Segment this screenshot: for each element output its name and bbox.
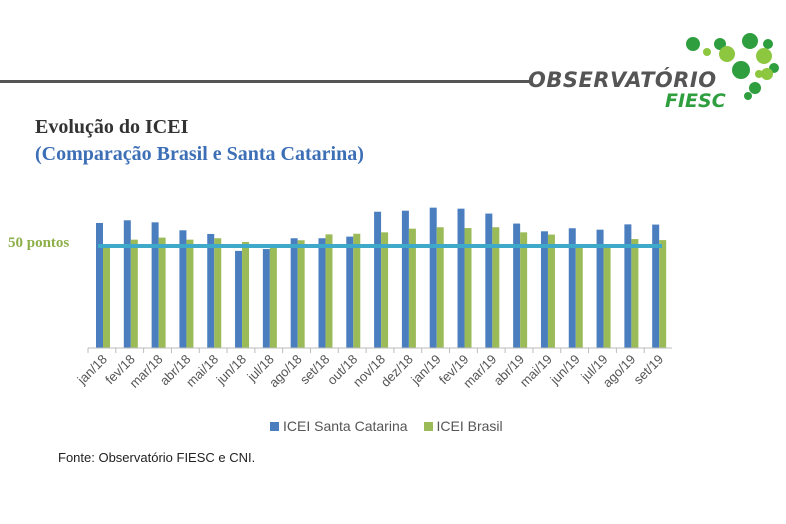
x-tick-label: set/18: [297, 352, 333, 388]
x-tick-label: jun/19: [546, 352, 582, 388]
bar-sc: [290, 238, 298, 348]
bar-brasil: [103, 247, 110, 348]
bar-sc: [318, 238, 326, 348]
bar-brasil: [214, 238, 222, 348]
bar-brasil: [186, 239, 194, 348]
bar-brasil: [158, 237, 166, 348]
bar-sc: [123, 220, 131, 348]
bar-brasil: [408, 228, 416, 348]
bar-sc: [568, 228, 576, 348]
bar-brasil: [575, 247, 583, 348]
reference-line-label: 50 pontos: [8, 235, 70, 251]
bar-sc: [235, 250, 243, 348]
page-subtitle: (Comparação Brasil e Santa Catarina): [35, 143, 364, 165]
bar-brasil: [464, 228, 472, 348]
bar-sc: [346, 236, 354, 348]
bar-sc: [179, 230, 187, 348]
logo-subtext: FIESC: [665, 90, 726, 112]
x-tick-label: jun/18: [213, 352, 249, 388]
bar-sc: [429, 207, 437, 348]
bar-sc: [401, 210, 409, 348]
bar-brasil: [492, 227, 500, 348]
legend-swatch: [423, 422, 433, 431]
source-note: Fonte: Observatório FIESC e CNI.: [58, 450, 256, 465]
bar-sc: [207, 233, 215, 348]
logo-text: OBSERVATÓRIO: [528, 68, 717, 92]
legend: ICEI Santa Catarina ICEI Brasil: [270, 418, 503, 434]
header-rule: [0, 80, 530, 83]
bar-sc: [151, 222, 159, 348]
bar-sc: [96, 222, 103, 348]
bar-sc: [374, 211, 382, 348]
legend-label: ICEI Santa Catarina: [283, 418, 408, 434]
legend-item-sc: ICEI Santa Catarina: [270, 418, 408, 434]
bar-brasil: [130, 239, 138, 348]
x-tick-label: set/19: [631, 352, 667, 388]
bar-brasil: [436, 227, 444, 348]
bar-brasil: [659, 240, 667, 348]
legend-swatch: [270, 422, 279, 431]
x-tick-label: mai/18: [183, 352, 221, 390]
bar-sc: [262, 249, 270, 348]
x-tick-label: jan/18: [74, 352, 110, 388]
bar-sc: [596, 229, 604, 348]
bar-sc: [652, 224, 660, 348]
bar-brasil: [242, 241, 250, 348]
x-tick-label: mai/19: [517, 352, 555, 390]
bar-sc: [624, 224, 632, 348]
bar-brasil: [325, 234, 333, 348]
bar-brasil: [297, 240, 305, 348]
bar-sc: [513, 223, 521, 348]
bar-sc: [540, 231, 548, 348]
bar-brasil: [353, 233, 361, 348]
bar-brasil: [381, 232, 389, 348]
page-title: Evolução do ICEI: [35, 116, 189, 138]
bar-brasil: [269, 247, 277, 348]
bar-brasil: [631, 239, 639, 348]
x-tick-label: dez/18: [378, 352, 416, 390]
bar-sc: [485, 213, 493, 348]
bar-brasil: [547, 234, 555, 348]
bar-brasil: [520, 232, 528, 348]
x-tick-label: jan/19: [407, 352, 443, 388]
bar-sc: [457, 208, 465, 348]
logo-dots: [686, 33, 779, 100]
legend-label: ICEI Brasil: [436, 418, 503, 434]
bar-brasil: [603, 247, 611, 348]
legend-item-br: ICEI Brasil: [423, 418, 503, 434]
